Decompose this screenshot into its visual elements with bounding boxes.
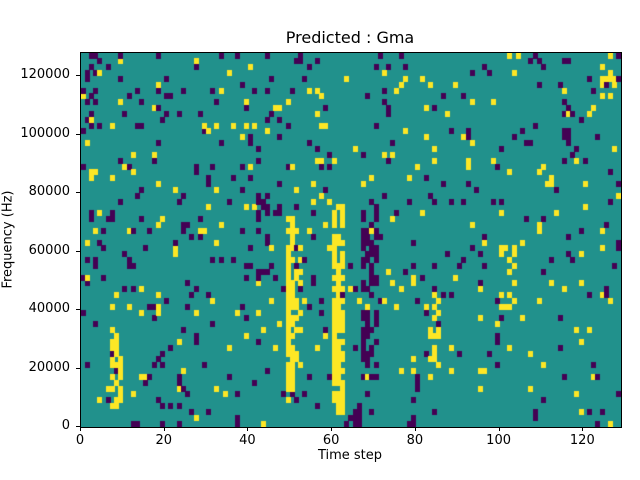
y-tick-label: 100000 <box>20 125 70 141</box>
y-tick-label: 20000 <box>28 359 70 375</box>
x-tick-label: 0 <box>75 433 85 448</box>
x-tick-label: 60 <box>322 433 340 448</box>
x-tick-label: 40 <box>239 433 256 448</box>
x-tick-mark <box>163 427 165 431</box>
x-tick-mark <box>498 427 500 431</box>
heatmap-canvas <box>81 53 621 427</box>
y-tick-label: 60000 <box>28 242 70 258</box>
y-tick-mark <box>76 250 80 252</box>
x-tick-mark <box>331 427 333 431</box>
x-tick-mark <box>414 427 416 431</box>
x-tick-mark <box>247 427 249 431</box>
y-tick-mark <box>76 309 80 311</box>
y-tick-mark <box>76 192 80 194</box>
x-tick-label: 20 <box>155 433 172 448</box>
x-tick-label: 100 <box>486 433 512 448</box>
plot-title: Predicted : Gma <box>285 28 415 47</box>
y-tick-mark <box>76 367 80 369</box>
x-tick-mark <box>80 427 81 431</box>
y-tick-mark <box>76 133 80 135</box>
y-tick-label: 0 <box>61 418 70 433</box>
y-tick-label: 120000 <box>20 67 70 83</box>
y-tick-mark <box>76 75 80 77</box>
y-tick-mark <box>76 426 80 427</box>
x-tick-mark <box>582 427 584 431</box>
axes-frame <box>80 52 622 428</box>
x-tick-label: 80 <box>406 433 424 448</box>
x-tick-label: 120 <box>569 433 595 448</box>
x-axis-label: Time step <box>317 448 383 463</box>
y-tick-label: 80000 <box>28 184 70 200</box>
y-tick-label: 40000 <box>28 301 70 317</box>
